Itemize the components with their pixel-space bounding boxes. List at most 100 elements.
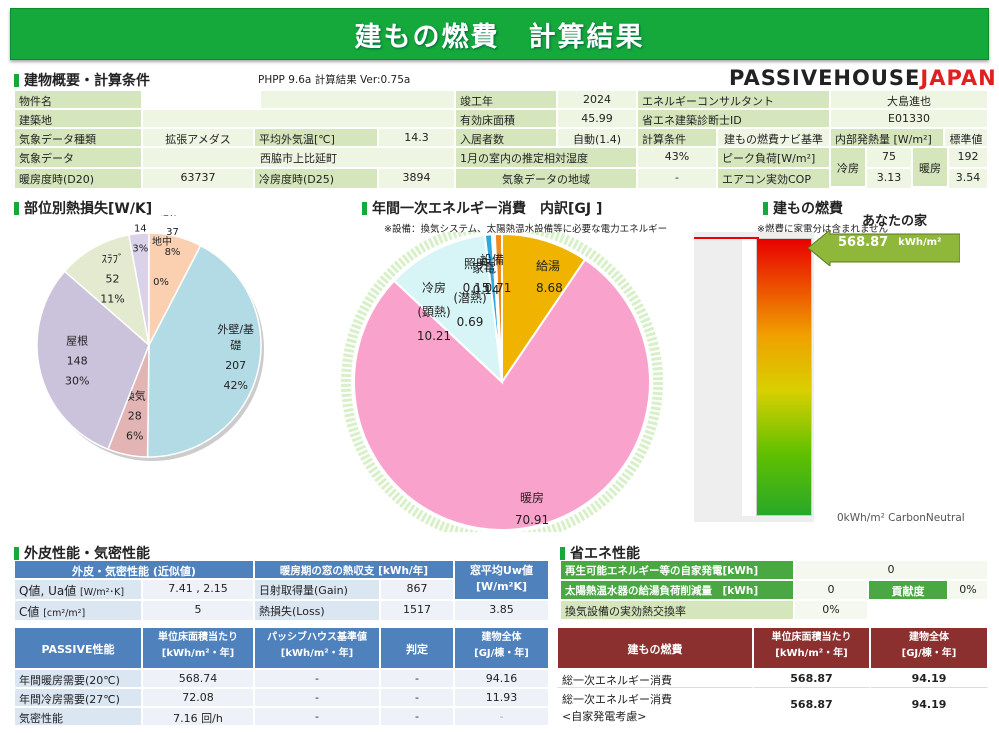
- carbon-neutral-label: 0kWh/m² CarbonNeutral: [837, 512, 965, 524]
- q-value: 7.41 , 2.15: [142, 579, 254, 600]
- value-peak-heating: 192: [948, 147, 988, 168]
- label-weather-data: 気象データ: [14, 147, 142, 168]
- passive-header-1: 単位床面積当たり [kWh/m²・年]: [142, 627, 254, 669]
- energy-value: 8.68: [536, 281, 563, 295]
- label-weather-region: 気象データの地域: [455, 168, 637, 189]
- passive-row2-judge: -: [380, 707, 454, 726]
- label-cdh: 冷房度時(D25): [254, 168, 378, 189]
- heatloss-pct: 3%: [132, 243, 148, 254]
- badge-value-row: 568.87 kWh/m²: [838, 235, 956, 250]
- label-consultant: エネルギーコンサルタント: [637, 90, 830, 109]
- heatloss-heading: 部位別熱損失[W/K]: [14, 198, 152, 218]
- value-completion-year: 2024: [557, 90, 637, 109]
- energy-label: 暖房: [520, 490, 544, 505]
- q-unit-text: [W/m²･K]: [80, 587, 125, 598]
- saving-r1-label: 再生可能エネルギー等の自家発電[kWh]: [560, 560, 794, 580]
- label-heating: 暖房: [912, 147, 948, 187]
- pie-slice: [146, 244, 262, 458]
- value-peak-cooling: 75: [866, 147, 912, 168]
- overview-heading-text: 建物概要・計算条件: [24, 73, 150, 89]
- envelope-header-1: 外皮・気密性能 (近似値): [14, 560, 254, 579]
- label-humidity: 1月の室内の推定相対湿度: [455, 147, 637, 168]
- energy-label: 設備: [480, 252, 504, 267]
- badge-unit: kWh/m²: [898, 237, 942, 248]
- version-text: PHPP 9.6a 計算結果 Ver:0.75a: [258, 74, 411, 86]
- value-diagnostician-id: E01330: [830, 109, 988, 128]
- energy-label: (潜熱): [453, 291, 486, 305]
- heatloss-label: 礎: [230, 339, 241, 352]
- value-hdh: 63737: [142, 168, 254, 189]
- label-calc-condition: 計算条件: [637, 128, 717, 147]
- passive-header-4: 建物全体 [GJ/棟・年]: [454, 627, 549, 669]
- passive-row0-total: 94.16: [454, 669, 549, 688]
- overview-heading: 建物概要・計算条件: [14, 70, 150, 90]
- saving-r3-value: 0%: [794, 600, 868, 620]
- fuel-row0-unit: 568.87: [753, 669, 870, 688]
- title-bar: 建もの燃費 計算結果: [10, 8, 989, 60]
- passive-row0-std: -: [254, 669, 380, 688]
- saving-heading-text: 省エネ性能: [570, 546, 640, 562]
- heatloss-value: 28: [128, 410, 142, 423]
- heatloss-pct: 8%: [165, 247, 181, 258]
- fuel-heading: 建もの燃費: [763, 198, 843, 218]
- passive-row2-total: -: [454, 707, 549, 726]
- value-avg-temp: 14.3: [378, 128, 455, 147]
- envelope-heading: 外皮性能・気密性能: [14, 543, 150, 563]
- value-humidity: 43%: [637, 147, 717, 168]
- passive-row0-unit: 568.74: [142, 669, 254, 688]
- value-calc-condition: 建もの燃費ナビ基準: [717, 128, 830, 147]
- fuel-row1-unit: 568.87: [753, 688, 870, 726]
- value-site: [142, 109, 455, 128]
- envelope-header-2: 暖房期の窓の熱収支 [kWh/年]: [254, 560, 454, 579]
- fuel-marker-line: [694, 237, 759, 239]
- heatloss-overlap-pct: 0%: [153, 277, 169, 288]
- saving-r3-label: 換気設備の実効熱交換率: [560, 600, 794, 620]
- passive-row1-judge: -: [380, 688, 454, 707]
- heatloss-heading-text: 部位別熱損失[W/K]: [24, 201, 153, 217]
- saving-r1-value: 0: [794, 560, 988, 580]
- passive-row1-label: 年間冷房需要(27℃): [14, 688, 142, 707]
- label-hdh: 暖房度時(D20): [14, 168, 142, 189]
- badge-value: 568.87: [838, 235, 889, 250]
- heatloss-pct: 30%: [65, 375, 89, 388]
- fuel-row0-label: 総一次エネルギー消費: [557, 669, 753, 688]
- contribution-value: 0%: [948, 580, 988, 600]
- saving-r2-value: 0: [794, 580, 868, 600]
- energy-slice: [501, 232, 587, 386]
- label-internal-gain: 内部発熱量 [W/m²]: [830, 128, 944, 147]
- label-floor-area: 有効床面積: [455, 109, 557, 128]
- badge-label: あなたの家: [862, 214, 928, 229]
- label-peak-load: ピーク負荷[W/m²]: [717, 147, 830, 168]
- value-weather-type: 拡張アメダス: [142, 128, 254, 147]
- heatloss-value: 14: [134, 223, 147, 234]
- c-value-label: C値 [cm²/m²]: [14, 600, 142, 621]
- loss-label: 熱損失(Loss): [254, 600, 380, 621]
- energy-heading: 年間一次エネルギー消費 内訳[GJ ]: [362, 198, 602, 218]
- heatloss-value: 52: [105, 273, 119, 286]
- energy-label: (顕熱): [417, 305, 450, 319]
- label-site: 建築地: [14, 109, 142, 128]
- value-property-name-ext: [260, 90, 455, 109]
- passive-header-0: PASSIVE性能: [14, 627, 142, 669]
- c-unit-text: [cm²/m²]: [43, 608, 86, 619]
- gain-label: 日射取得量(Gain): [254, 579, 380, 600]
- energy-slice: [392, 233, 504, 385]
- heatloss-value: 148: [67, 355, 88, 368]
- fuel-heading-text: 建もの燃費: [773, 201, 843, 217]
- passive-row2-unit: 7.16 回/h: [142, 707, 254, 726]
- q-label-text: Q値, Ua値: [19, 584, 77, 598]
- value-internal-gain: 標準値: [944, 128, 988, 147]
- envelope-header-3: 窓平均Uw値 [W/m²K]: [454, 560, 549, 600]
- loss-value: 1517: [380, 600, 454, 621]
- meter-left-white: [742, 238, 756, 516]
- fuel-note: ※燃費に家電分は含まれません: [757, 224, 889, 235]
- pie-slice: [36, 270, 150, 451]
- heatloss-pct: 11%: [100, 293, 124, 306]
- value-floor-area: 45.99: [557, 109, 637, 128]
- fuel-arrow-badge: [808, 230, 960, 266]
- label-avg-temp: 平均外気温[℃]: [254, 128, 378, 147]
- label-cooling: 冷房: [830, 147, 866, 187]
- fuel-row1-total: 94.19: [870, 688, 988, 726]
- fuel-row0-total: 94.19: [870, 669, 988, 688]
